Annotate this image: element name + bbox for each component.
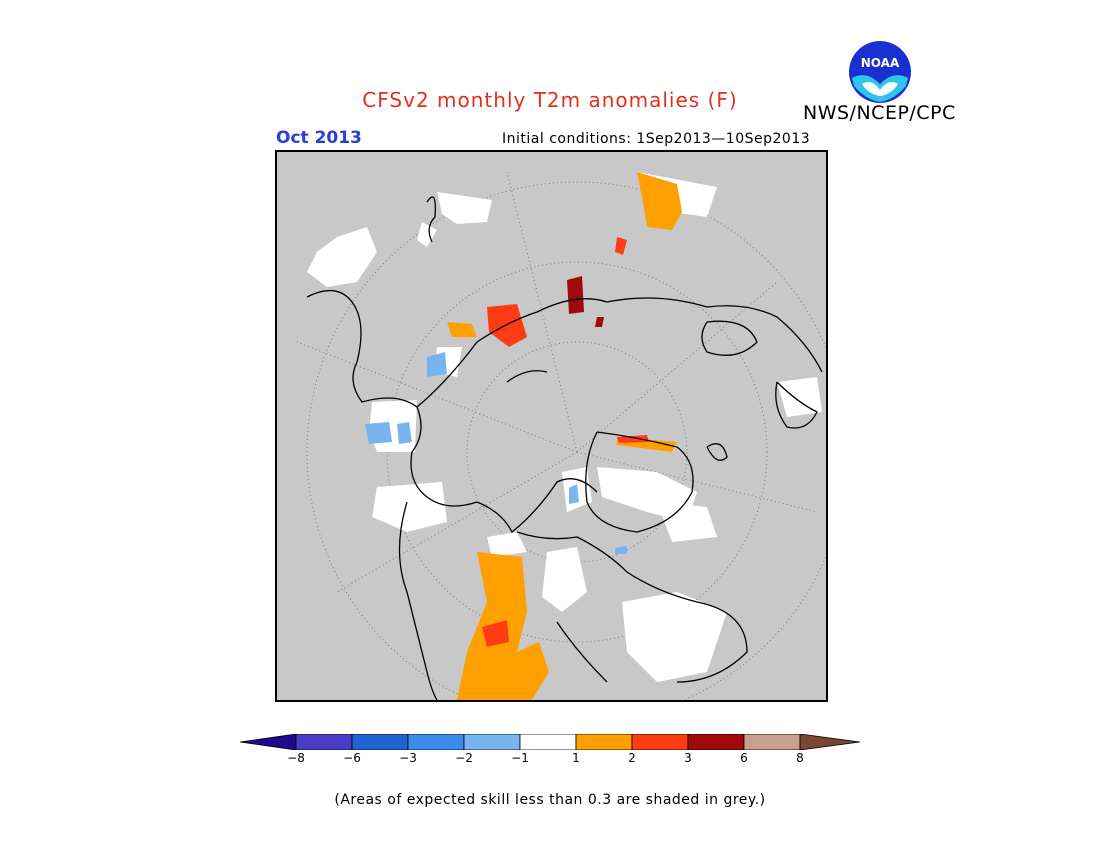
skill-footnote: (Areas of expected skill less than 0.3 a… <box>334 792 766 808</box>
colorbar-tick: −2 <box>455 751 473 765</box>
colorbar-max-arrow <box>799 734 860 750</box>
logo-text: NOAA <box>861 56 900 70</box>
anomaly-dark-red <box>567 276 604 327</box>
polar-map <box>275 150 828 702</box>
colorbar-segment <box>295 734 353 750</box>
map-canvas <box>296 171 826 700</box>
colorbar-segment <box>631 734 689 750</box>
colorbar-tick: 1 <box>572 751 580 765</box>
initial-conditions: Initial conditions: 1Sep2013—10Sep2013 <box>502 131 811 147</box>
colorbar-tick: 8 <box>796 751 804 765</box>
colorbar-segment <box>575 734 633 750</box>
colorbar-segment <box>407 734 465 750</box>
colorbar-segment <box>519 734 577 750</box>
colorbar-tick: 2 <box>628 751 636 765</box>
colorbar-tick: −3 <box>399 751 417 765</box>
colorbar-segment <box>687 734 745 750</box>
colorbar-tick: −8 <box>287 751 305 765</box>
colorbar-segment <box>743 734 801 750</box>
coastlines <box>306 196 823 700</box>
colorbar-tick: 3 <box>684 751 692 765</box>
colorbar-tick: 6 <box>740 751 748 765</box>
colorbar-tick: −1 <box>511 751 529 765</box>
anomaly-light-blue <box>365 352 627 554</box>
forecast-month: Oct 2013 <box>276 128 362 148</box>
anomaly-colorbar <box>240 734 860 750</box>
colorbar-tick: −6 <box>343 751 361 765</box>
colorbar-segment <box>463 734 521 750</box>
agency-label: NWS/NCEP/CPC <box>803 102 956 124</box>
colorbar-min-arrow <box>240 734 297 750</box>
noaa-logo-icon: NOAA <box>849 41 911 103</box>
colorbar-segment <box>351 734 409 750</box>
map-title: CFSv2 monthly T2m anomalies (F) <box>362 88 738 112</box>
anomaly-red <box>482 237 649 647</box>
